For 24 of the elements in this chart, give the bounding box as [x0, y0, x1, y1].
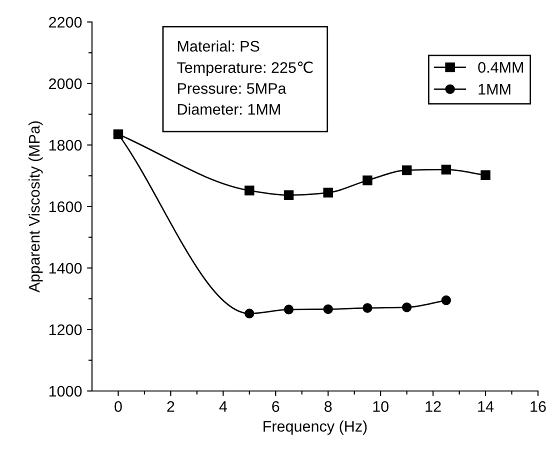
annotation: Temperature: 225℃ — [177, 61, 313, 76]
y-tick-label: 1800 — [49, 140, 82, 151]
annotation: Pressure: 5MPa — [178, 83, 286, 94]
y-tick-label: 1400 — [49, 262, 82, 274]
y-tick-label: 1200 — [49, 324, 82, 336]
annotation: Diameter: 1MM — [178, 104, 280, 115]
x-tick-label: 8 — [324, 401, 332, 412]
y-tick-label: 2000 — [49, 78, 82, 90]
x-tick-label: 6 — [272, 401, 280, 412]
x-tick-label: 16 — [530, 401, 546, 412]
x-tick-label: 4 — [219, 401, 227, 412]
x-tick-label: 12 — [426, 401, 441, 412]
x-tick-label: 14 — [478, 401, 494, 412]
annotation: Material: PS — [178, 40, 260, 52]
x-tick-label: 0 — [114, 401, 122, 412]
legend-label: 0.4MM — [478, 62, 523, 73]
x-axis-title: Frequency (Hz) — [264, 420, 367, 435]
y-tick-label: 2200 — [49, 16, 82, 28]
legend-label: 1MM — [478, 84, 510, 95]
x-tick-label: 2 — [167, 401, 174, 412]
y-tick-label: 1000 — [49, 386, 82, 397]
y-axis-title: Apparent Viscosity (MPa) — [28, 121, 43, 293]
x-tick-label: 10 — [373, 401, 388, 412]
y-tick-label: 1600 — [49, 201, 82, 212]
